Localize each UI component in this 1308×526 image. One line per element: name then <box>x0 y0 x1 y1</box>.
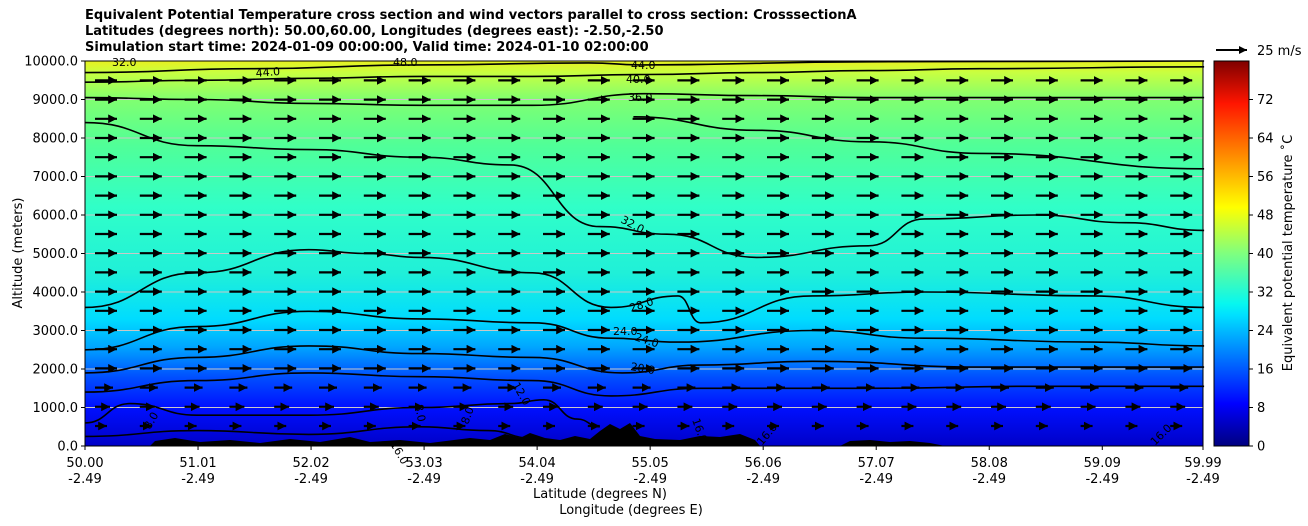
contour-label: 44.0 <box>255 65 281 80</box>
y-tick-label: 10000.0 <box>24 55 78 70</box>
x-tick-label-lat: 59.99 <box>1184 456 1221 471</box>
x-tick-label-lat: 54.04 <box>519 456 556 471</box>
y-tick-label: 7000.0 <box>33 170 79 185</box>
contour-line <box>84 121 1205 259</box>
contour-line <box>84 425 533 440</box>
x-tick-label-lon: -2.49 <box>68 472 102 487</box>
x-tick-label-lat: 52.02 <box>292 456 329 471</box>
x-tick-label-lat: 56.06 <box>745 456 782 471</box>
colorbar-gradient <box>1213 60 1250 447</box>
colorbar-tick-label: 32 <box>1257 286 1274 301</box>
colorbar-tick-label: 24 <box>1257 324 1274 339</box>
x-tick-label-lat: 59.09 <box>1084 456 1121 471</box>
contour-label: 44.0 <box>631 59 656 72</box>
contour-label: 36.0 <box>628 91 653 104</box>
x-axis-label-lon: Longitude (degrees E) <box>559 503 703 518</box>
x-tick-label-lat: 51.01 <box>179 456 216 471</box>
y-tick-label: 2000.0 <box>33 363 79 378</box>
y-tick-label: 0.0 <box>57 440 78 455</box>
y-tick-label: 3000.0 <box>33 324 79 339</box>
x-tick-label-lat: 57.07 <box>858 456 895 471</box>
colorbar-tick-label: 72 <box>1257 93 1274 108</box>
x-tick-label-lon: -2.49 <box>407 472 441 487</box>
wind-key-label: 25 m/s <box>1257 44 1302 59</box>
x-axis-label-lat: Latitude (degrees N) <box>533 487 667 502</box>
contour-label: 8.0 <box>412 403 428 422</box>
contour-line <box>84 66 1205 83</box>
title-line-1: Equivalent Potential Temperature cross s… <box>85 8 857 23</box>
colorbar-tick-label: 48 <box>1257 209 1274 224</box>
x-tick-label-lon: -2.49 <box>294 472 328 487</box>
x-tick-label-lon: -2.49 <box>633 472 667 487</box>
colorbar-tick-label: 8 <box>1257 401 1265 416</box>
x-tick-label-lon: -2.49 <box>1085 472 1119 487</box>
y-tick-label: 9000.0 <box>33 93 79 108</box>
colorbar-label: Equivalent potential temperature ˚C <box>1280 135 1296 371</box>
contour-line <box>84 310 1205 351</box>
y-axis: 0.0 1000.0 2000.0 3000.0 4000.0 5000.0 6000.0 7… <box>24 55 85 455</box>
contour-label: 24.0 <box>613 325 638 338</box>
colorbar-tick-label: 64 <box>1257 132 1274 147</box>
y-tick-label: 6000.0 <box>33 209 79 224</box>
x-tick-label-lon: -2.49 <box>972 472 1006 487</box>
wind-key: 25 m/s <box>1216 44 1302 59</box>
y-axis-label: Altitude (meters) <box>11 198 26 309</box>
x-tick-label-lat: 58.08 <box>971 456 1008 471</box>
terrain <box>150 423 945 446</box>
colorbar: 0 8 16 24 32 40 48 56 64 72 Equivalent potential … <box>1213 60 1296 455</box>
contour-line <box>84 248 1205 324</box>
y-tick-label: 4000.0 <box>33 286 79 301</box>
chart-title: Equivalent Potential Temperature cross s… <box>85 8 857 56</box>
y-tick-label: 8000.0 <box>33 132 79 147</box>
x-tick-label-lat: 53.03 <box>405 456 442 471</box>
x-tick-label-lat: 50.00 <box>66 456 103 471</box>
x-tick-label-lon: -2.49 <box>520 472 554 487</box>
colorbar-tick-label: 40 <box>1257 247 1274 262</box>
y-tick-label: 1000.0 <box>33 401 79 416</box>
contour-label: 20.0 <box>629 360 655 377</box>
contour-line <box>84 372 1205 397</box>
title-line-3: Simulation start time: 2024-01-09 00:00:… <box>85 40 649 55</box>
x-tick-label-lat: 55.05 <box>632 456 669 471</box>
x-tick-label-lon: -2.49 <box>859 472 893 487</box>
contour-label: 40.0 <box>626 73 651 86</box>
contour-line <box>84 60 1205 74</box>
x-tick-label-lon: -2.49 <box>746 472 780 487</box>
colorbar-ticks: 0 8 16 24 32 40 48 56 64 72 <box>1249 93 1274 455</box>
title-line-2: Latitudes (degrees north): 50.00,60.00, … <box>85 24 664 39</box>
x-tick-label-lon: -2.49 <box>1186 472 1220 487</box>
y-tick-label: 5000.0 <box>33 247 79 262</box>
wind-vectors <box>95 76 1193 431</box>
x-tick-label-lon: -2.49 <box>181 472 215 487</box>
contour-label: 48.0 <box>393 56 418 69</box>
contour-line <box>633 116 1205 170</box>
colorbar-tick-label: 56 <box>1257 170 1274 185</box>
x-axis: 50.00-2.4951.01-2.4952.02-2.4953.03-2.49… <box>66 446 1222 487</box>
colorbar-tick-label: 16 <box>1257 363 1274 378</box>
contour-label: 32.0 <box>112 56 137 69</box>
contour-label: 8.0 <box>459 405 477 426</box>
colorbar-tick-label: 0 <box>1257 440 1265 455</box>
